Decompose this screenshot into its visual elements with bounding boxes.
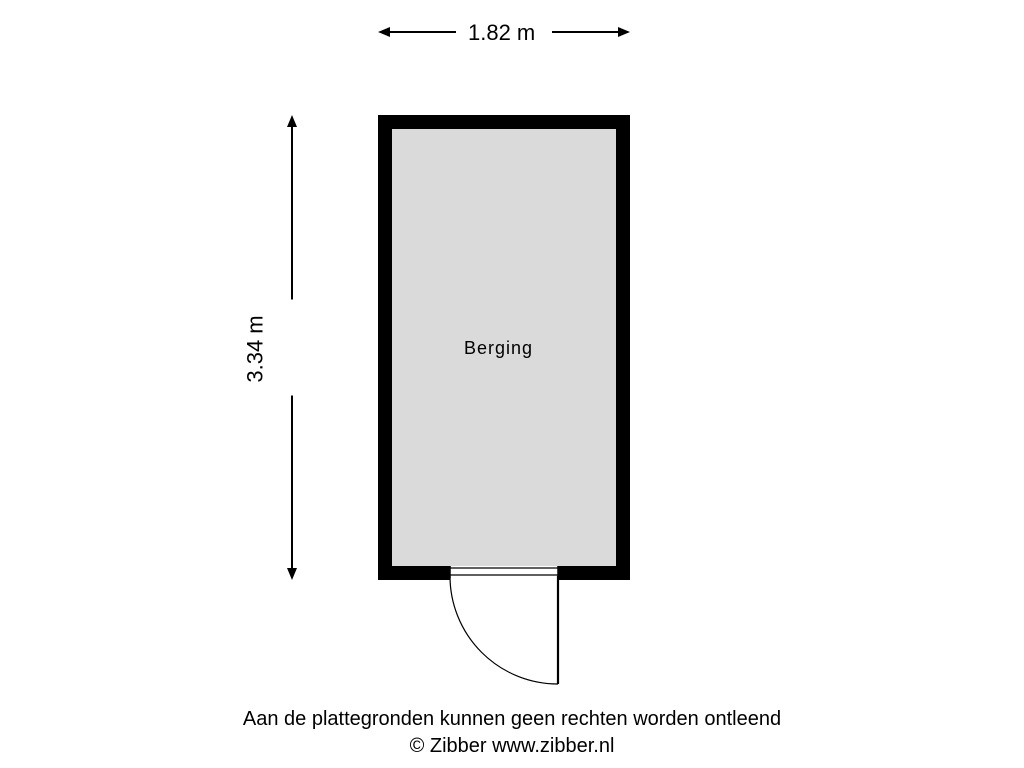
footer-line2: © Zibber www.zibber.nl bbox=[410, 735, 615, 757]
footer-line1: Aan de plattegronden kunnen geen rechten… bbox=[243, 708, 781, 730]
room-label: Berging bbox=[464, 338, 533, 359]
footer-disclaimer: Aan de plattegronden kunnen geen rechten… bbox=[0, 706, 1024, 760]
dimension-width-label: 1.82 m bbox=[468, 20, 535, 46]
dimension-height-label: 3.34 m bbox=[243, 315, 269, 382]
floorplan-canvas: Berging 1.82 m 3.34 m Aan de plattegrond… bbox=[0, 0, 1024, 768]
